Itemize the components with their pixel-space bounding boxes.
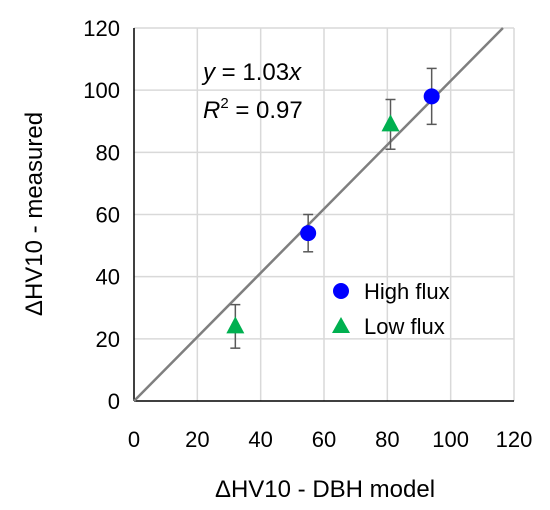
x-tick-label: 0 bbox=[128, 427, 140, 452]
legend-label-high-flux: High flux bbox=[364, 279, 450, 304]
y-tick-label: 120 bbox=[83, 16, 120, 41]
point-high-flux bbox=[423, 88, 440, 105]
legend-marker-high-flux bbox=[333, 283, 349, 299]
x-tick-label: 60 bbox=[312, 427, 336, 452]
y-tick-label: 100 bbox=[83, 78, 120, 103]
x-tick-label: 20 bbox=[185, 427, 209, 452]
equation-line-1: y = 1.03x bbox=[201, 59, 302, 86]
fit-line bbox=[133, 27, 504, 402]
axes bbox=[133, 28, 514, 402]
x-tick-label: 40 bbox=[248, 427, 272, 452]
fit-line-group bbox=[133, 27, 504, 402]
tick-labels: 0 20 40 60 80 100 120 0 20 40 60 80 100 120 bbox=[83, 16, 532, 452]
y-axis-title: ΔHV10 - measured bbox=[21, 112, 48, 316]
x-tick-label: 80 bbox=[375, 427, 399, 452]
point-high-flux bbox=[300, 225, 317, 242]
x-axis-title: ΔHV10 - DBH model bbox=[215, 476, 435, 503]
fit-equation: y = 1.03x R2 = 0.97 bbox=[201, 59, 303, 124]
gridlines bbox=[134, 27, 515, 401]
point-low-flux bbox=[226, 316, 245, 334]
y-tick-label: 80 bbox=[96, 140, 120, 165]
legend: High flux Low flux bbox=[332, 279, 450, 339]
x-tick-label: 120 bbox=[496, 427, 533, 452]
legend-marker-low-flux bbox=[332, 317, 350, 333]
point-low-flux bbox=[381, 114, 400, 132]
x-tick-label: 100 bbox=[432, 427, 469, 452]
y-tick-label: 40 bbox=[96, 265, 120, 290]
equation-line-2: R2 = 0.97 bbox=[203, 95, 303, 124]
y-tick-label: 0 bbox=[108, 389, 120, 414]
y-tick-label: 20 bbox=[96, 327, 120, 352]
y-tick-label: 60 bbox=[96, 203, 120, 228]
data-points bbox=[226, 88, 440, 334]
legend-label-low-flux: Low flux bbox=[364, 314, 445, 339]
